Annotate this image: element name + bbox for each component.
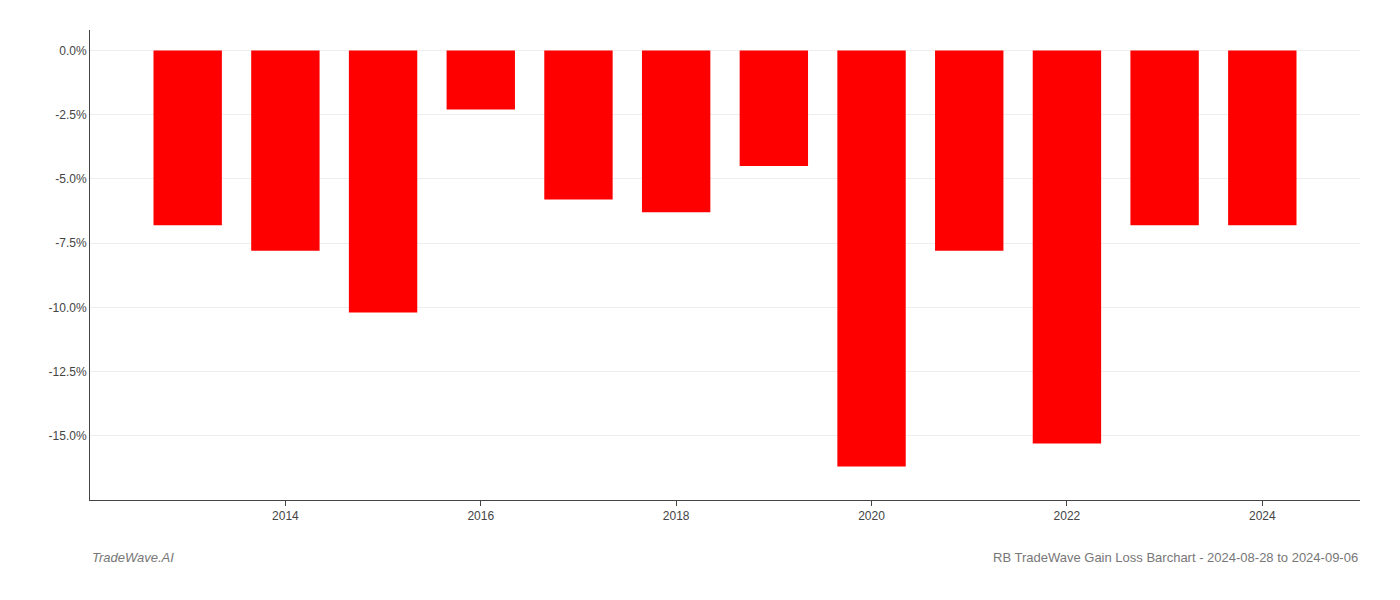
svg-text:2016: 2016 — [467, 509, 494, 523]
svg-text:2014: 2014 — [272, 509, 299, 523]
svg-text:-12.5%: -12.5% — [49, 365, 87, 379]
svg-text:RB TradeWave Gain Loss Barchar: RB TradeWave Gain Loss Barchart - 2024-0… — [993, 550, 1358, 565]
svg-text:-10.0%: -10.0% — [49, 301, 87, 315]
svg-text:2020: 2020 — [858, 509, 885, 523]
svg-text:2024: 2024 — [1249, 509, 1276, 523]
svg-text:0.0%: 0.0% — [59, 44, 87, 58]
svg-text:2022: 2022 — [1054, 509, 1081, 523]
svg-text:-15.0%: -15.0% — [49, 429, 87, 443]
svg-text:-2.5%: -2.5% — [55, 108, 87, 122]
svg-text:TradeWave.AI: TradeWave.AI — [92, 550, 174, 565]
svg-text:-5.0%: -5.0% — [55, 172, 87, 186]
svg-text:2018: 2018 — [663, 509, 690, 523]
svg-text:-7.5%: -7.5% — [55, 236, 87, 250]
